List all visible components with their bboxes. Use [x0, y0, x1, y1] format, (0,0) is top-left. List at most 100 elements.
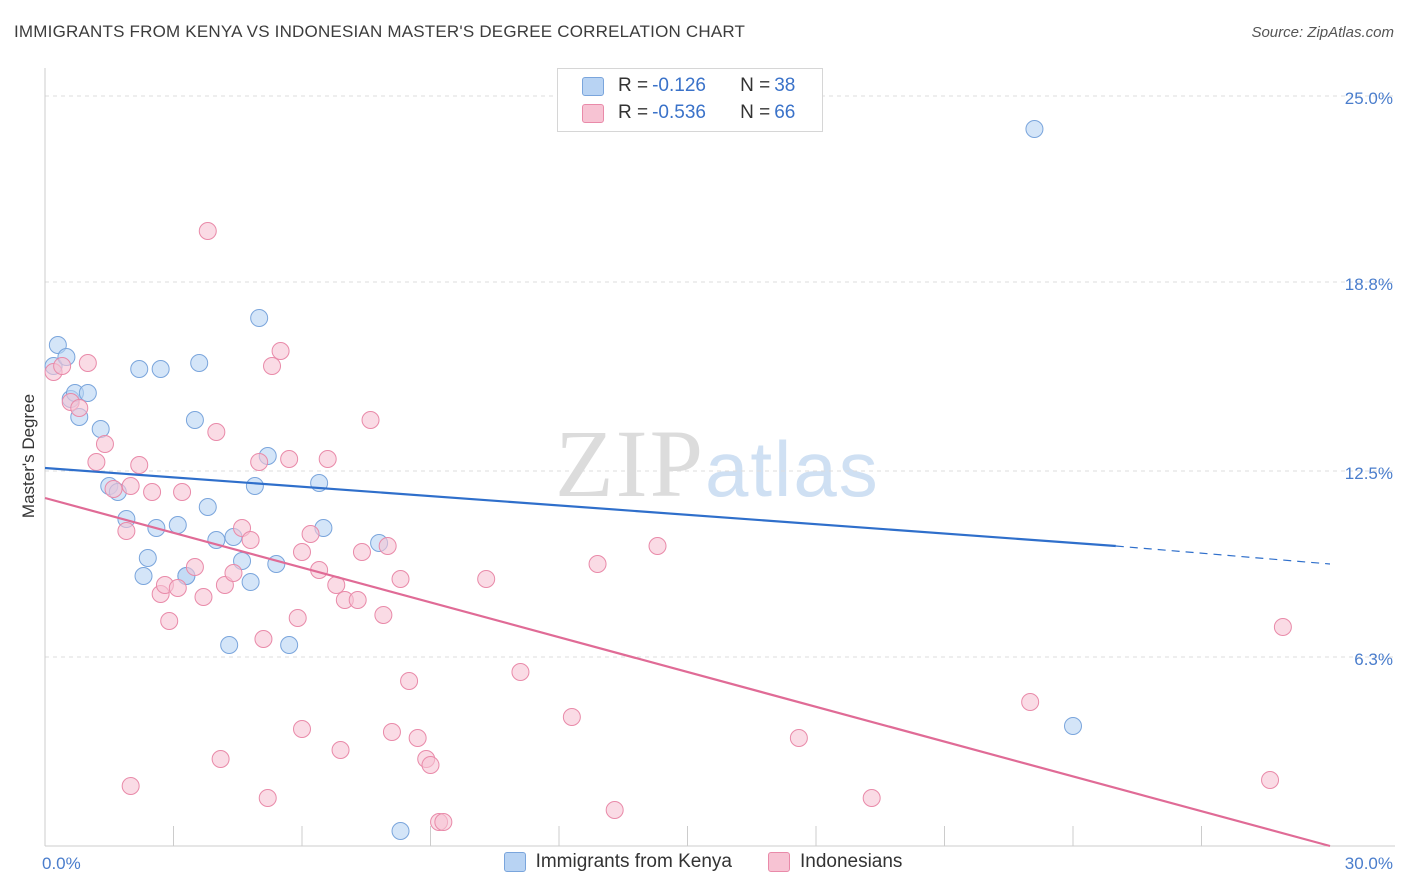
y-tick-label-0: 25.0% [1345, 89, 1393, 108]
legend-swatch-blue [582, 76, 604, 96]
indonesian-point-60 [789, 729, 808, 747]
kenya-point-24 [241, 573, 260, 591]
indonesian-point-52 [331, 741, 350, 759]
indonesian-point-10 [130, 456, 149, 474]
watermark: ZIPatlas [555, 408, 880, 519]
legend-row-kenya: R = -0.126 N = 38 [582, 74, 795, 98]
indonesian-point-17 [185, 558, 204, 576]
indonesian-point-53 [382, 723, 401, 741]
source-label: Source: ZipAtlas.com [1251, 24, 1394, 41]
indonesian-point-51 [293, 720, 311, 738]
indonesian-point-6 [95, 435, 114, 453]
indonesian-point-34 [318, 450, 337, 468]
indonesian-point-64 [1273, 618, 1292, 636]
kenya-point-11 [130, 360, 149, 378]
indonesian-point-15 [168, 579, 187, 597]
chart-title: IMMIGRANTS FROM KENYA VS INDONESIAN MAST… [14, 22, 746, 41]
indonesian-point-29 [280, 450, 299, 468]
legend-item-kenya: Immigrants from Kenya [503, 851, 732, 873]
kenya-point-20 [198, 498, 217, 516]
y-tick-label-3: 6.3% [1354, 650, 1393, 669]
kenya-point-34 [391, 822, 410, 840]
kenya-trend-extension [1115, 545, 1331, 565]
indonesian-point-9 [121, 477, 140, 495]
indonesian-point-28 [271, 342, 290, 360]
indonesian-point-41 [378, 537, 397, 555]
indonesian-point-55 [511, 663, 530, 681]
indonesian-point-31 [293, 543, 311, 561]
x-tick-label-0: 0.0% [42, 854, 81, 873]
kenya-trend-line [44, 466, 1116, 548]
y-tick-label-2: 12.5% [1345, 464, 1393, 483]
kenya-point-12 [138, 549, 157, 567]
indonesian-point-30 [288, 609, 307, 627]
legend-n-label: N = [740, 102, 771, 123]
legend-r-value: -0.536 [652, 102, 706, 123]
indonesian-point-11 [143, 483, 162, 501]
kenya-point-19 [190, 354, 209, 372]
legend-r-value: -0.126 [652, 75, 706, 96]
kenya-point-18 [185, 411, 204, 429]
legend-row-indonesians: R = -0.536 N = 66 [582, 101, 795, 125]
indonesian-point-48 [434, 813, 453, 831]
indonesian-point-57 [588, 555, 607, 573]
kenya-point-26 [250, 309, 269, 327]
indonesian-point-5 [87, 453, 106, 471]
kenya-point-15 [168, 516, 187, 534]
kenya-point-25 [245, 477, 264, 495]
indonesian-point-22 [224, 564, 243, 582]
indonesian-point-27 [263, 357, 282, 375]
indonesian-point-25 [250, 453, 269, 471]
legend-swatch-pink [767, 852, 790, 872]
indonesian-point-37 [348, 591, 367, 609]
indonesian-point-24 [241, 531, 260, 549]
legend-label-kenya: Immigrants from Kenya [535, 851, 732, 872]
indonesian-point-63 [1261, 771, 1280, 789]
indonesian-point-42 [391, 570, 410, 588]
indonesian-point-65 [121, 777, 140, 795]
kenya-point-6 [78, 384, 97, 402]
kenya-point-30 [280, 636, 299, 654]
indonesian-point-56 [562, 708, 581, 726]
indonesian-point-54 [477, 570, 496, 588]
watermark-atlas: atlas [705, 425, 880, 513]
watermark-zip: ZIP [555, 410, 705, 517]
indonesian-point-39 [361, 411, 380, 429]
indonesian-point-58 [605, 801, 624, 819]
indonesian-point-4 [78, 354, 97, 372]
indonesian-point-46 [421, 756, 440, 774]
series-legend: Immigrants from Kenya Indonesians [0, 851, 1406, 873]
legend-n-value: 66 [774, 102, 796, 123]
indonesian-point-7 [104, 480, 123, 498]
indonesian-point-14 [160, 612, 179, 630]
indonesian-point-19 [198, 222, 217, 240]
indonesian-point-62 [1021, 693, 1040, 711]
x-tick-label-1: 30.0% [1345, 854, 1393, 873]
legend-r-label: R = [618, 102, 649, 123]
legend-swatch-blue [503, 852, 526, 872]
indonesian-point-59 [648, 537, 667, 555]
kenya-point-36 [1025, 120, 1044, 138]
indonesian-point-3 [70, 399, 89, 417]
indonesian-point-50 [258, 789, 277, 807]
y-axis-label: Master's Degree [19, 393, 38, 519]
indonesian-point-43 [400, 672, 419, 690]
kenya-point-35 [134, 567, 153, 585]
legend-n-label: N = [740, 75, 771, 96]
indonesian-point-61 [862, 789, 881, 807]
correlation-legend: R = -0.126 N = 38 R = -0.536 N = 66 [557, 68, 823, 132]
legend-item-indonesians: Indonesians [767, 851, 902, 873]
legend-n-value: 38 [774, 75, 796, 96]
y-tick-label-1: 18.8% [1345, 275, 1393, 294]
kenya-point-14 [151, 360, 170, 378]
indonesian-point-1 [53, 357, 72, 375]
kenya-point-29 [220, 636, 239, 654]
indonesian-point-20 [207, 423, 226, 441]
indonesian-point-26 [254, 630, 273, 648]
indonesian-trend-line [44, 496, 1331, 848]
legend-swatch-pink [582, 103, 604, 123]
indonesian-point-18 [194, 588, 213, 606]
kenya-point-37 [1064, 717, 1082, 735]
legend-r-label: R = [618, 75, 649, 96]
